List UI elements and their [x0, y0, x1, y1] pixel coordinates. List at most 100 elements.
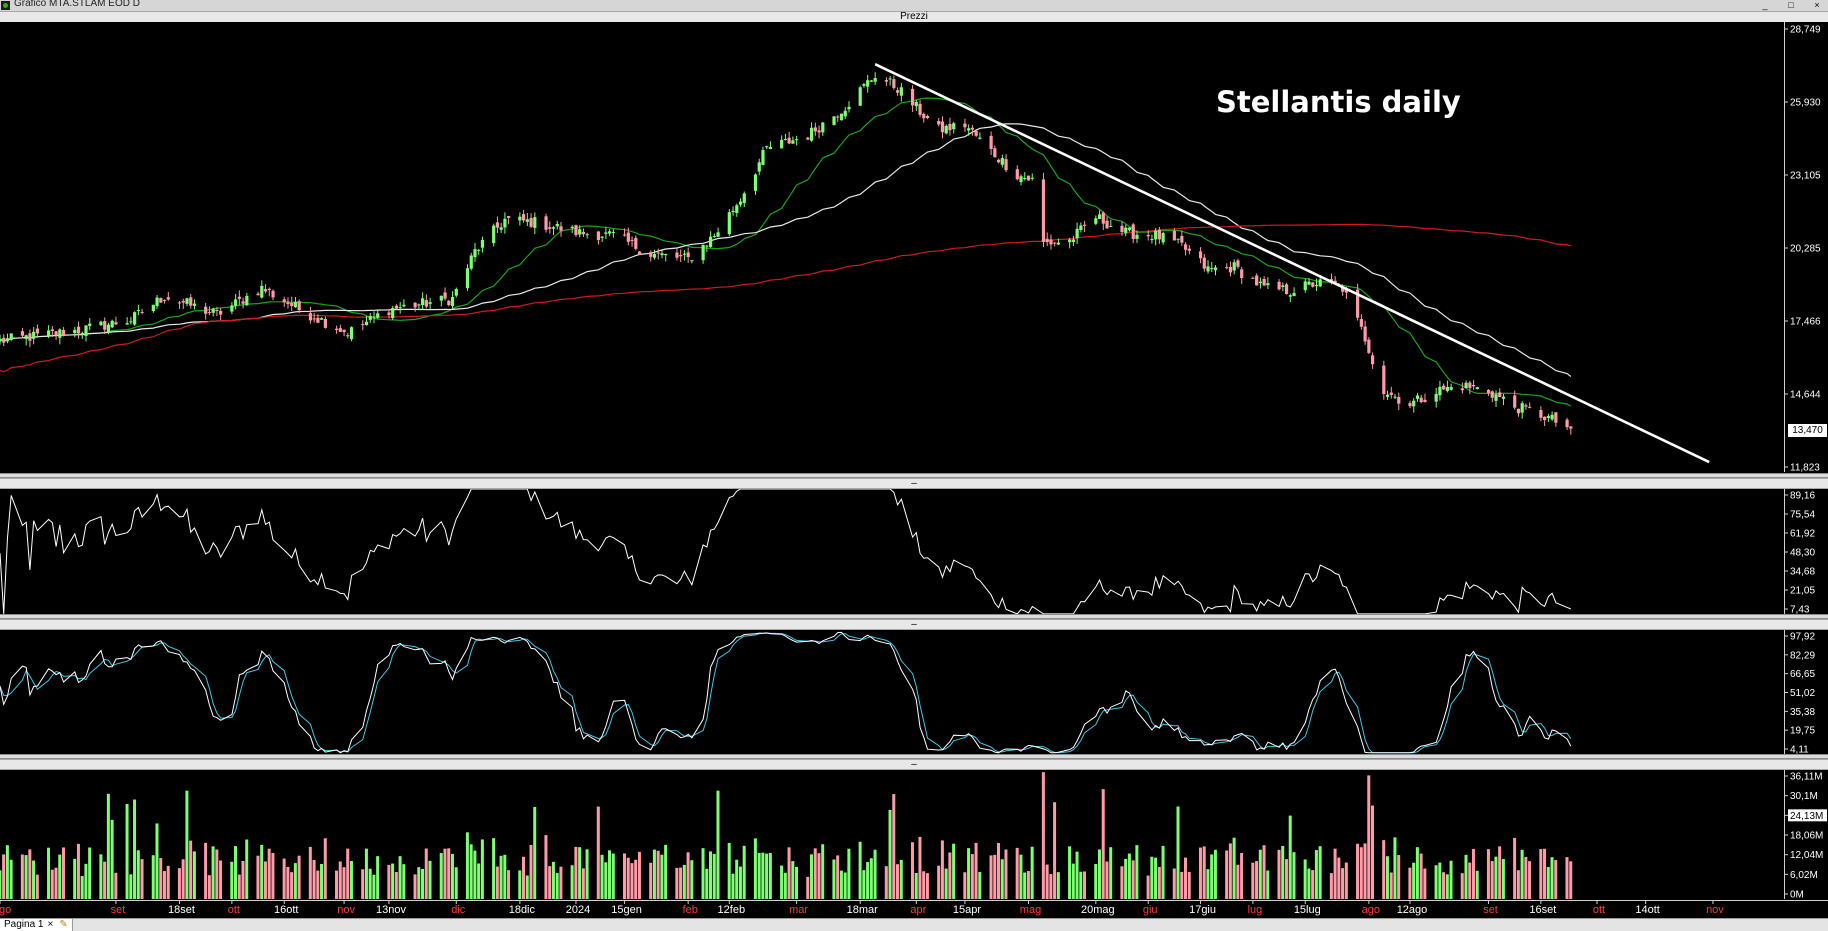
volume-bar [1546, 867, 1550, 899]
candle-body [1344, 288, 1349, 293]
candle-body [1210, 268, 1214, 270]
volume-bar [611, 853, 615, 899]
close-button[interactable]: × [1814, 0, 1820, 10]
volume-bar [1068, 846, 1072, 899]
candle-body [1228, 266, 1233, 273]
candle-body [450, 297, 455, 307]
candle-body [1101, 212, 1105, 224]
pane-splitter[interactable] [0, 754, 1828, 759]
candle-body [192, 303, 197, 306]
minimize-button[interactable]: _ [1762, 0, 1768, 10]
candle-body [177, 302, 182, 304]
pencil-icon[interactable]: ✎ [59, 919, 68, 930]
volume-bar [61, 847, 65, 899]
candle-body [1154, 230, 1158, 240]
volume-bar [660, 854, 664, 899]
candle-body [73, 329, 77, 334]
volume-bar [765, 853, 769, 899]
candle-body [1516, 408, 1521, 414]
price-pane-bg [0, 22, 1784, 473]
maximize-button[interactable]: □ [1788, 0, 1794, 10]
page-tab[interactable]: Pagina 1 × ✎ [0, 919, 73, 931]
volume-bar [1307, 868, 1311, 899]
candle-body [219, 310, 223, 315]
volume-bar [1303, 859, 1307, 899]
volume-bar [1550, 857, 1554, 899]
candle-body [1053, 242, 1057, 244]
volume-bar [578, 847, 582, 899]
candle-body [1475, 387, 1479, 389]
candle-body [1079, 225, 1083, 230]
x-tick-label: mar [789, 904, 808, 916]
volume-bar [1210, 854, 1214, 899]
candle-body [1438, 386, 1442, 396]
candle-body [234, 299, 238, 306]
y-tick-label: 4,11 [1790, 745, 1809, 756]
price-pane-label: Prezzi [900, 11, 928, 22]
volume-bar [596, 806, 600, 899]
volume-bar [817, 853, 821, 899]
candle-body [843, 110, 847, 117]
candle-body [634, 237, 638, 249]
volume-pane-header[interactable]: – [0, 759, 1828, 770]
candle-body [1135, 234, 1139, 239]
candle-body [574, 225, 578, 236]
candle-body [1232, 262, 1236, 271]
volume-bar [286, 866, 290, 899]
volume-bar [1494, 856, 1498, 899]
oscillator-pane-header[interactable]: – [0, 478, 1828, 489]
volume-bar [1385, 856, 1389, 899]
candle-body [480, 239, 485, 248]
volume-bar [682, 864, 686, 899]
volume-bar [1464, 854, 1468, 899]
candle-body [215, 309, 219, 311]
y-tick-label: 66,65 [1790, 669, 1815, 680]
volume-bar [215, 849, 219, 899]
x-tick-label: set [111, 904, 126, 916]
volume-bar [308, 846, 312, 899]
y-tick-label: 75,54 [1790, 510, 1815, 521]
candle-body [813, 127, 817, 132]
x-tick-label: 12feb [718, 904, 746, 916]
volume-bar [1004, 849, 1008, 899]
x-tick-label: 18dic [509, 904, 536, 916]
volume-bar [454, 867, 458, 899]
volume-bar [1370, 805, 1374, 899]
volume-bar [978, 871, 982, 899]
pane-splitter[interactable] [0, 473, 1828, 478]
volume-bar [522, 856, 526, 899]
candle-body [768, 147, 773, 150]
volume-bar [263, 861, 267, 899]
candle-body [286, 302, 290, 305]
stochastic-pane-header[interactable]: – [0, 619, 1828, 630]
candle-body [1236, 260, 1240, 267]
volume-bar [1154, 857, 1158, 899]
volume-bar [1131, 860, 1135, 899]
candle-body [821, 122, 825, 133]
x-axis-bg [0, 900, 1784, 918]
volume-bar [1539, 849, 1543, 899]
volume-bar [447, 848, 451, 899]
candle-body [989, 135, 993, 149]
x-tick-label: mag [1020, 904, 1041, 916]
candle-body [263, 289, 268, 292]
volume-bar [192, 851, 196, 899]
volume-bar [832, 859, 836, 899]
close-tab-icon[interactable]: × [47, 919, 54, 930]
y-tick-label: 82,29 [1790, 650, 1815, 661]
volume-bar [342, 867, 346, 899]
candle-body [1307, 281, 1311, 285]
candle-body [716, 232, 720, 237]
candle-body [686, 252, 690, 258]
volume-bar [189, 840, 193, 899]
volume-bar [1419, 853, 1423, 899]
volume-bar [1329, 873, 1333, 899]
candle-body [443, 292, 447, 299]
y-tick-label: 28,749 [1790, 25, 1821, 36]
volume-bar [181, 859, 185, 899]
volume-pane [0, 772, 1573, 899]
pane-splitter[interactable] [0, 614, 1828, 619]
candle-body [1513, 395, 1517, 408]
candle-body [1258, 281, 1262, 284]
